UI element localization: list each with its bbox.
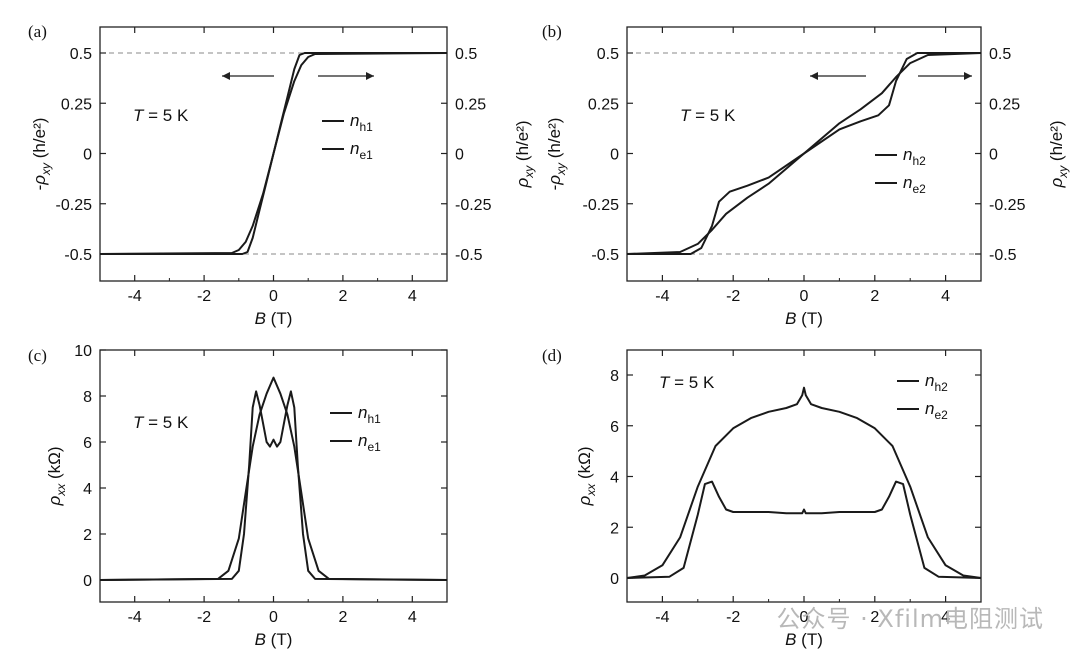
x-axis-title: B (T) — [255, 630, 293, 649]
y-tick-label: 0 — [610, 571, 619, 588]
y-tick-label: 6 — [83, 435, 92, 452]
temperature-annotation: T = 5 K — [133, 106, 189, 125]
x-tick-label: 4 — [941, 288, 950, 305]
chart-panel-d: (d) -4 -2 0 2 4 8 6 4 2 0 B (T) ρxx (kΩ) T = 5 K nh2 ne… — [542, 346, 982, 649]
x-axis-title: B (T) — [255, 309, 293, 328]
chart-panel-c: (c) -4 -2 0 2 4 10 8 6 4 2 0 B (T) ρxx (kΩ) T = 5 K nh1… — [28, 343, 448, 649]
x-tick-label: 4 — [941, 609, 950, 626]
temperature-annotation: T = 5 K — [680, 106, 736, 125]
y-axis-title: ρxx (kΩ) — [575, 446, 598, 506]
chart-panel-a: (a) -4 -2 0 2 4 0.5 0.25 0 -0.25 -0.5 0.5 0.25 0 -0.25… — [28, 22, 492, 328]
panel-label: (d) — [542, 346, 562, 365]
y-axis-title-right: ρxy (h/e²) — [1047, 120, 1070, 188]
legend-entry-ne2: ne2 — [925, 399, 948, 422]
x-tick-label: 2 — [338, 288, 347, 305]
y-tick-label-right: -0.25 — [455, 197, 492, 214]
y-tick-label: -0.25 — [56, 197, 93, 214]
x-tick-label: 2 — [870, 288, 879, 305]
series-line-ne1 — [100, 52, 447, 255]
x-axis-title: B (T) — [785, 630, 823, 649]
x-axis-title: B (T) — [785, 309, 823, 328]
y-tick-label: 4 — [83, 481, 92, 498]
y-axis-title: -ρxy (h/e²) — [545, 118, 568, 191]
y-tick-label: 0.25 — [588, 96, 619, 113]
y-tick-label-right: 0 — [455, 147, 464, 164]
x-tick-label: 2 — [870, 609, 879, 626]
x-tick-label: 4 — [408, 288, 417, 305]
legend-entry-nh2: nh2 — [903, 145, 926, 168]
panel-label: (b) — [542, 22, 562, 41]
y-axis-title: ρxx (kΩ) — [45, 446, 68, 506]
x-tick-label: 0 — [269, 609, 278, 626]
x-tick-label: 0 — [800, 288, 809, 305]
sweep-arrow-head — [810, 72, 818, 80]
y-tick-label: 8 — [83, 389, 92, 406]
legend-entry-ne1: ne1 — [358, 431, 381, 454]
x-tick-label: 0 — [800, 609, 809, 626]
y-tick-label-right: -0.5 — [455, 247, 483, 264]
sweep-arrow-head — [222, 72, 230, 80]
y-tick-label-right: 0.25 — [989, 96, 1020, 113]
x-tick-label: -2 — [197, 288, 211, 305]
x-tick-label: -4 — [655, 288, 669, 305]
x-tick-label: -4 — [128, 288, 142, 305]
panel-label: (a) — [28, 22, 47, 41]
y-tick-label: 2 — [83, 527, 92, 544]
x-tick-label: 2 — [338, 609, 347, 626]
y-tick-label: 6 — [610, 419, 619, 436]
panel-label: (c) — [28, 346, 47, 365]
y-axis-title: -ρxy (h/e²) — [30, 118, 53, 191]
sweep-arrow-head — [366, 72, 374, 80]
series-line-ne1 — [99, 390, 448, 581]
x-tick-label: 0 — [269, 288, 278, 305]
legend-entry-nh1: nh1 — [350, 111, 373, 134]
legend-entry-ne1: ne1 — [350, 139, 373, 162]
y-tick-label: 8 — [610, 368, 619, 385]
x-tick-label: -4 — [655, 609, 669, 626]
y-tick-label: 0 — [83, 573, 92, 590]
y-tick-label: -0.25 — [583, 197, 620, 214]
y-tick-label: 4 — [610, 470, 619, 487]
y-tick-label-right: 0.5 — [989, 46, 1011, 63]
y-tick-label: 0.5 — [70, 46, 92, 63]
legend-entry-nh2: nh2 — [925, 371, 948, 394]
y-tick-label: 0 — [610, 147, 619, 164]
sweep-arrow-head — [964, 72, 972, 80]
y-tick-label: -0.5 — [64, 247, 92, 264]
x-tick-label: -2 — [726, 288, 740, 305]
legend-entry-ne2: ne2 — [903, 173, 926, 196]
x-tick-label: -2 — [726, 609, 740, 626]
plot-frame — [99, 349, 448, 603]
y-tick-label: 2 — [610, 520, 619, 537]
x-tick-label: -2 — [197, 609, 211, 626]
temperature-annotation: T = 5 K — [659, 373, 715, 392]
y-tick-label-right: 0.5 — [455, 46, 477, 63]
series-line-nh2 — [626, 386, 982, 579]
series-line-ne2 — [626, 480, 982, 579]
x-tick-label: 4 — [408, 609, 417, 626]
y-tick-label: 0.25 — [61, 96, 92, 113]
y-tick-label-right: -0.25 — [989, 197, 1026, 214]
y-tick-label-right: 0.25 — [455, 96, 486, 113]
y-tick-label: 0.5 — [597, 46, 619, 63]
y-tick-label: 10 — [74, 343, 92, 360]
y-tick-label: 0 — [83, 147, 92, 164]
series-line-ne2 — [627, 52, 981, 255]
y-tick-label-right: 0 — [989, 147, 998, 164]
watermark-text: 公众号 · Xfilm电阻测试 — [776, 605, 1044, 633]
chart-panel-b: (b) -4 -2 0 2 4 0.5 0.25 0 -0.25 -0.5 0.5 0.25 0 -0.25… — [513, 22, 1070, 328]
y-tick-label: -0.5 — [591, 247, 619, 264]
x-tick-label: -4 — [128, 609, 142, 626]
y-tick-label-right: -0.5 — [989, 247, 1017, 264]
temperature-annotation: T = 5 K — [133, 413, 189, 432]
series-line-nh1 — [99, 376, 448, 581]
y-axis-title-outer: ρxy (h/e²) — [513, 120, 536, 188]
legend-entry-nh1: nh1 — [358, 403, 381, 426]
